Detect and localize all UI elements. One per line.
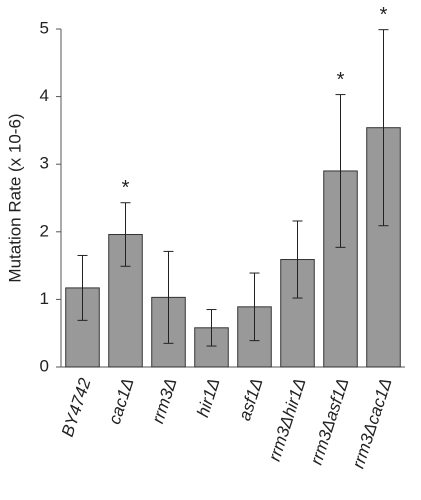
y-tick-label: 1 bbox=[40, 289, 49, 308]
y-tick-label: 4 bbox=[40, 86, 49, 105]
y-tick-label: 0 bbox=[40, 356, 49, 375]
significance-marker: * bbox=[122, 177, 130, 199]
y-tick-label: 2 bbox=[40, 221, 49, 240]
y-tick-label: 3 bbox=[40, 154, 49, 173]
significance-marker: * bbox=[337, 69, 345, 91]
significance-marker: * bbox=[380, 4, 388, 26]
y-tick-label: 5 bbox=[40, 18, 49, 37]
y-axis-label: Mutation Rate (x 10-6) bbox=[5, 113, 24, 282]
